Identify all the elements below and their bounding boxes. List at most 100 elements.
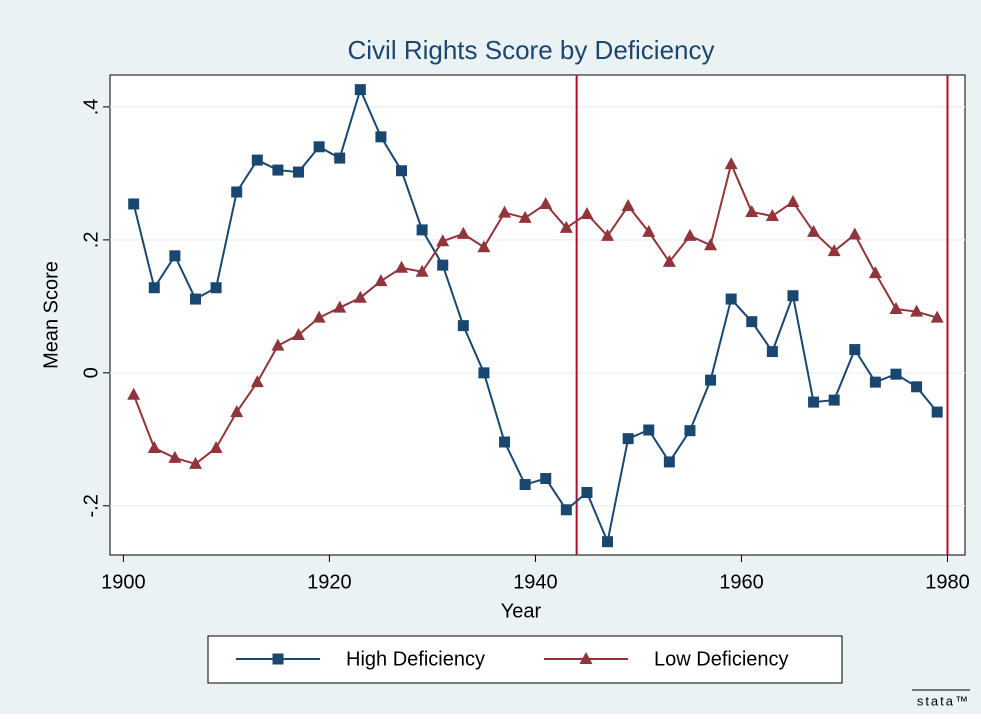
legend-label: Low Deficiency: [654, 648, 789, 670]
marker: [415, 264, 429, 277]
marker: [560, 504, 572, 516]
marker: [642, 224, 656, 237]
marker: [416, 224, 428, 236]
plot-area: [109, 74, 966, 556]
x-axis-label: Year: [501, 600, 542, 622]
series-line: [132, 160, 938, 466]
legend-marker: [579, 652, 593, 664]
legend-items: High Deficiency Low Deficiency: [236, 648, 789, 670]
marker: [354, 84, 366, 96]
chart-title: Civil Rights Score by Deficiency: [347, 35, 714, 65]
marker: [662, 254, 676, 267]
marker: [272, 164, 284, 176]
marker: [396, 165, 408, 177]
marker: [725, 293, 737, 305]
y-tick-label: 0: [80, 367, 102, 378]
marker: [684, 425, 696, 437]
marker: [375, 131, 387, 143]
marker: [168, 450, 182, 463]
logo: stata™: [917, 693, 970, 708]
marker: [931, 406, 943, 418]
marker: [580, 206, 594, 219]
marker: [395, 260, 409, 273]
marker: [581, 487, 593, 499]
marker: [705, 374, 717, 386]
marker: [910, 304, 924, 317]
marker: [456, 226, 470, 239]
marker: [621, 198, 635, 211]
marker: [518, 210, 532, 223]
marker: [271, 338, 285, 351]
marker: [683, 228, 697, 241]
marker: [231, 186, 243, 198]
marker: [787, 290, 799, 302]
marker: [911, 381, 923, 393]
marker: [127, 387, 141, 400]
x-tick-label: 1920: [307, 571, 352, 593]
marker: [313, 141, 325, 153]
marker: [498, 205, 512, 218]
marker: [477, 240, 491, 253]
marker: [334, 152, 346, 164]
marker: [890, 368, 902, 380]
marker: [663, 456, 675, 468]
marker: [745, 204, 759, 217]
legend-label: High Deficiency: [346, 648, 485, 670]
legend-marker: [272, 653, 284, 665]
x-tick-label: 1900: [101, 571, 146, 593]
marker: [828, 394, 840, 406]
x-tick-label: 1940: [513, 571, 558, 593]
series-line: [132, 86, 938, 546]
marker: [848, 227, 862, 240]
marker: [724, 157, 738, 170]
marker: [128, 198, 140, 210]
marker: [147, 440, 161, 453]
marker: [539, 196, 553, 209]
marker: [230, 405, 244, 418]
marker: [643, 424, 655, 436]
marker: [250, 375, 264, 388]
marker: [189, 456, 202, 469]
marker: [148, 282, 160, 294]
marker: [869, 376, 881, 388]
marker: [602, 536, 614, 548]
marker: [169, 250, 181, 262]
marker: [209, 440, 223, 453]
marker: [312, 310, 326, 323]
marker: [786, 194, 800, 207]
marker: [251, 154, 263, 166]
marker: [190, 293, 201, 305]
marker: [807, 224, 821, 237]
y-axis-label: Mean Score: [40, 261, 62, 369]
marker: [868, 266, 882, 279]
y-tick-label: .2: [80, 232, 102, 249]
marker: [353, 290, 367, 303]
marker: [889, 302, 903, 315]
marker: [499, 436, 511, 448]
marker: [374, 274, 388, 287]
x-tick-label: 1980: [925, 571, 970, 593]
y-tick-label: -.2: [80, 494, 102, 517]
marker: [519, 479, 531, 491]
marker: [292, 327, 306, 340]
marker: [210, 282, 222, 294]
marker: [827, 244, 841, 257]
marker: [622, 433, 634, 445]
marker: [437, 259, 449, 271]
marker: [704, 238, 718, 251]
marker: [478, 367, 490, 379]
marks: [127, 75, 949, 555]
marker: [457, 320, 469, 332]
grid: -.2 0 .2 .4 1900 1920 1940 1960 1980: [80, 99, 969, 594]
marker: [436, 234, 450, 247]
marker: [559, 220, 573, 233]
x-tick-label: 1960: [719, 571, 764, 593]
marker: [766, 346, 778, 358]
marker: [930, 310, 944, 323]
y-tick-label: .4: [80, 99, 102, 116]
marker: [765, 208, 779, 221]
marker: [746, 316, 758, 328]
marker: [849, 344, 861, 356]
marker: [808, 396, 820, 408]
